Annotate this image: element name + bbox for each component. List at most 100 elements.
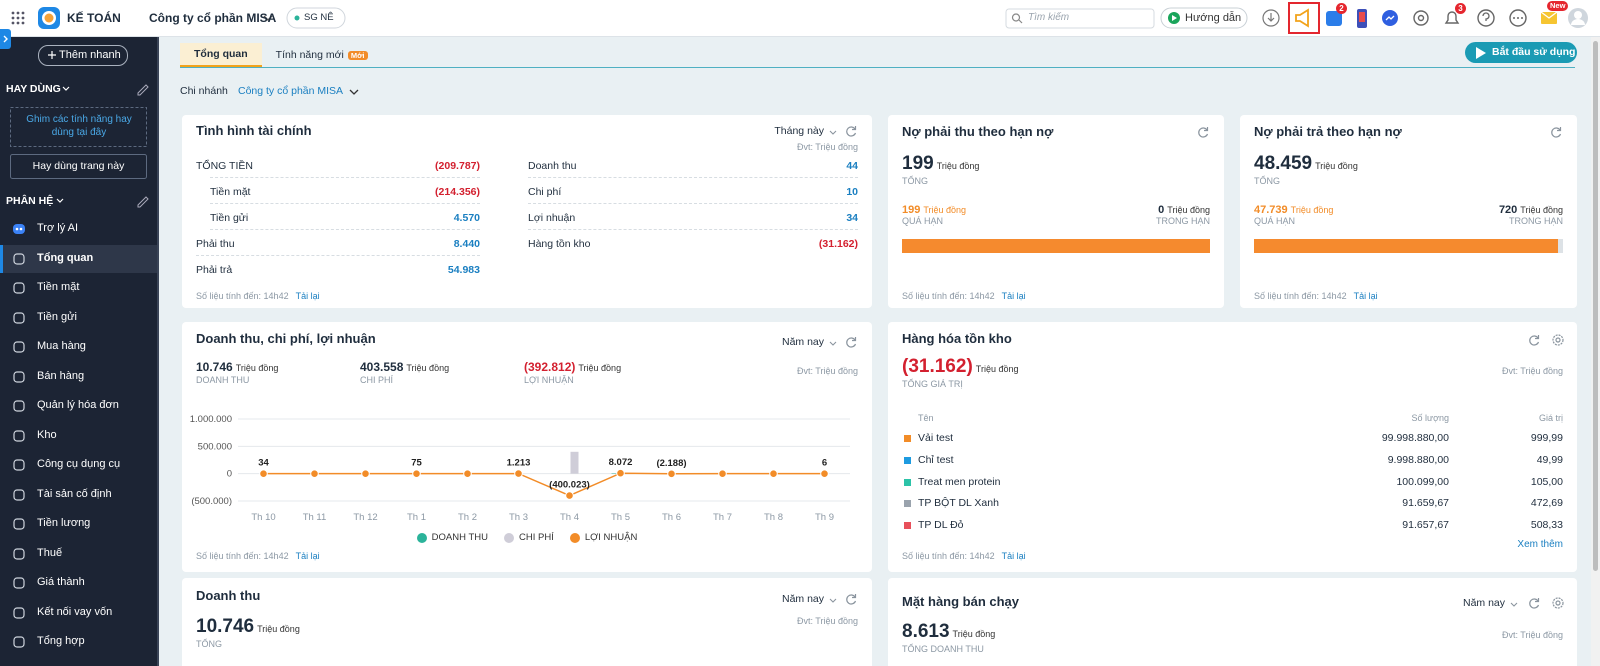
reload-link[interactable]: Tải lại — [295, 291, 320, 301]
period-chevron[interactable] — [828, 338, 838, 348]
row-label: Hàng tồn kho — [528, 238, 591, 250]
period-chevron[interactable] — [1509, 599, 1519, 609]
branch-chevron[interactable] — [348, 86, 360, 98]
period-select[interactable]: Năm nay — [781, 336, 824, 348]
sidebar-toggle[interactable] — [0, 29, 11, 49]
section-title[interactable]: PHÂN HỆ — [6, 195, 54, 207]
refresh-icon[interactable] — [844, 592, 858, 606]
item-value: 508,33 — [1530, 519, 1563, 532]
menu-icon[interactable] — [12, 517, 26, 531]
menu-icon[interactable] — [12, 458, 26, 472]
scrollbar-thumb[interactable] — [1593, 41, 1598, 571]
menu-item[interactable]: Tổng quan — [0, 244, 158, 273]
refresh-icon[interactable] — [1527, 333, 1541, 347]
period-select[interactable]: Năm nay — [1462, 597, 1505, 609]
color-swatch — [904, 500, 911, 508]
menu-icon[interactable] — [12, 370, 26, 384]
menu-icon[interactable] — [12, 429, 26, 443]
tab[interactable]: Tính năng mới Mới — [262, 43, 382, 67]
refresh-icon[interactable] — [1549, 125, 1563, 139]
menu-item[interactable]: Quản lý hóa đơn — [0, 392, 158, 420]
chat-icon[interactable] — [1326, 11, 1342, 26]
guide-button[interactable] — [1160, 7, 1248, 29]
apps-icon[interactable] — [11, 11, 25, 25]
period-select[interactable]: Năm nay — [781, 593, 824, 605]
card-title: Nợ phải trả theo hạn nợ — [1254, 124, 1402, 139]
company-name[interactable]: Công ty cổ phần MISA — [149, 11, 277, 25]
guide-label[interactable]: Hướng dẫn — [1185, 12, 1242, 24]
period-chevron[interactable] — [828, 595, 838, 605]
menu-icon[interactable] — [12, 547, 26, 561]
menu-item[interactable]: Giá thành — [0, 569, 158, 597]
menu-label: Trợ lý AI — [37, 222, 79, 234]
search-placeholder[interactable]: Tìm kiếm — [1028, 12, 1070, 23]
menu-item[interactable]: Tiền lương — [0, 510, 158, 538]
point — [718, 469, 727, 478]
menu-item[interactable]: Kho — [0, 422, 158, 450]
branch-pill[interactable] — [286, 7, 346, 29]
start-button[interactable]: Bắt đầu sử dụng — [1465, 42, 1577, 63]
legend-item[interactable]: DOANH THU — [416, 532, 488, 543]
menu-icon[interactable] — [12, 340, 26, 354]
refresh-icon[interactable] — [1196, 125, 1210, 139]
menu-item[interactable]: Tổng hợp — [0, 628, 158, 656]
row-divider — [528, 203, 858, 204]
download-icon[interactable] — [1262, 9, 1280, 27]
reload-link[interactable]: Tải lại — [1001, 551, 1026, 561]
app-name[interactable]: KẾ TOÁN — [67, 11, 121, 25]
y-tick-label: 0 — [227, 469, 232, 480]
company-chevron[interactable] — [263, 15, 273, 21]
menu-item[interactable]: Công cụ dụng cụ — [0, 451, 158, 479]
kpi-label: TỔNG — [902, 176, 928, 186]
menu-item[interactable]: Bán hàng — [0, 363, 158, 391]
menu-icon[interactable] — [12, 399, 26, 413]
help-icon[interactable] — [1477, 9, 1495, 27]
menu-item[interactable]: Tiền gửi — [0, 304, 158, 332]
menu-item[interactable]: Kết nối vay vốn — [0, 599, 158, 627]
finance-card: Tình hình tài chính Tháng này Đvt: Triệu đ… — [182, 115, 872, 308]
legend-item[interactable]: CHI PHÍ — [503, 532, 554, 543]
period-chevron[interactable] — [828, 127, 838, 137]
data-label: 1.213 — [507, 458, 531, 469]
menu-icon[interactable] — [12, 281, 26, 295]
refresh-icon[interactable] — [844, 335, 858, 349]
settings-icon[interactable] — [1551, 333, 1565, 347]
settings-icon[interactable] — [1413, 10, 1429, 26]
menu-icon[interactable] — [12, 635, 26, 649]
menu-icon[interactable] — [12, 222, 26, 236]
reload-link[interactable]: Tải lại — [295, 551, 320, 561]
settings-icon[interactable] — [1551, 596, 1565, 610]
refresh-icon[interactable] — [844, 124, 858, 138]
menu-item[interactable]: Tài sản cố định — [0, 481, 158, 509]
tab[interactable]: Tổng quan — [180, 43, 262, 67]
section-title[interactable]: HAY DÙNG — [6, 83, 61, 95]
item-quantity: 91.659,67 — [1402, 497, 1449, 510]
see-more-link[interactable]: Xem thêm — [1517, 539, 1563, 550]
legend-item[interactable]: LỢI NHUẬN — [569, 532, 637, 543]
bell-icon[interactable] — [1444, 11, 1460, 24]
legend: DOANH THU CHI PHÍ LỢI NHUẬN — [182, 532, 872, 543]
menu-icon[interactable] — [12, 252, 26, 266]
period-select[interactable]: Tháng này — [774, 125, 824, 137]
announcement-icon[interactable] — [1295, 8, 1309, 28]
menu-icon[interactable] — [12, 576, 26, 590]
branch-tag[interactable]: SG NÊ — [304, 12, 334, 23]
reload-link[interactable]: Tải lại — [1001, 291, 1026, 301]
item-name: TP DL Đỏ — [918, 519, 964, 532]
menu-icon[interactable] — [12, 488, 26, 502]
menu-item[interactable]: Thuế — [0, 540, 158, 568]
menu-item[interactable]: Mua hàng — [0, 333, 158, 361]
quick-add-button[interactable]: Thêm nhanh — [38, 45, 128, 66]
search-box[interactable] — [1005, 8, 1155, 29]
menu-icon[interactable] — [12, 311, 26, 325]
more-icon[interactable] — [1509, 9, 1527, 27]
menu-icon[interactable] — [12, 606, 26, 620]
branch-value[interactable]: Công ty cổ phần MISA — [238, 85, 344, 97]
menu-item[interactable]: Trợ lý AI — [0, 215, 158, 243]
card-title: Mặt hàng bán chạy — [902, 594, 1020, 609]
menu-item[interactable]: Tiền mặt — [0, 274, 158, 302]
kpi: 48.459 Triệu đồng TỔNG — [1254, 153, 1358, 186]
reload-link[interactable]: Tải lại — [1353, 291, 1378, 301]
refresh-icon[interactable] — [1527, 596, 1541, 610]
favorite-page-button[interactable]: Hay dùng trang này — [32, 160, 125, 172]
